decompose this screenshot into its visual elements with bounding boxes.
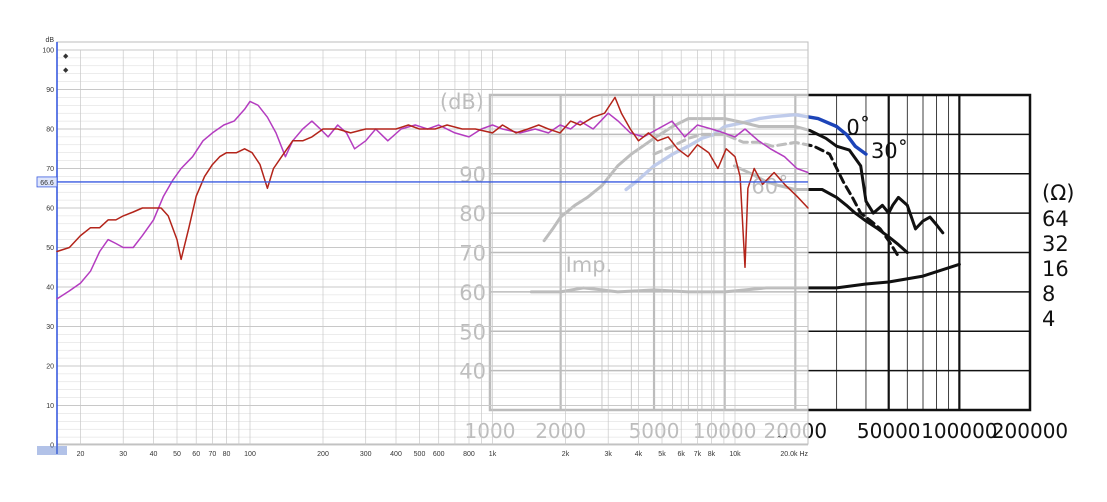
measurement-x-tick-label: 1k (489, 451, 497, 458)
measurement-x-tick-label: 30 (119, 451, 127, 458)
measurement-x-tick-label: 70 (209, 451, 217, 458)
measurement-y-tick-label: 50 (46, 245, 54, 252)
legend-swatch-1-icon: ◆ (63, 53, 69, 60)
level-marker[interactable]: 66.6 (36, 176, 808, 188)
measurement-x-tick-label: 60 (192, 451, 200, 458)
measurement-x-tick-label: 7k (694, 451, 702, 458)
measurement-y-tick-label: 100 (42, 48, 54, 55)
axis-corner-box (37, 446, 67, 455)
measurement-x-tick-label: 200 (317, 451, 329, 458)
measurement-y-tick-label: 90 (46, 87, 54, 94)
measurement-x-tick-label: 4k (635, 451, 643, 458)
measurement-x-tick-label: 5k (658, 451, 666, 458)
measurement-x-tick-label: 500 (414, 451, 426, 458)
measurement-chart-grid (57, 49, 808, 446)
measurement-x-tick-label: 400 (390, 451, 402, 458)
measurement-plot-panel (56, 41, 809, 445)
tweeter-y2-tick-label: 32 (1042, 232, 1069, 256)
measurement-x-tick-label: 300 (360, 451, 372, 458)
tweeter-x-tick-label: 50000 (857, 419, 921, 443)
measurement-x-tick-label: 80 (223, 451, 231, 458)
measurement-series-line (56, 96, 809, 269)
measurement-y-tick-label: 10 (46, 403, 54, 410)
measurement-y-tick-label: 0 (50, 443, 54, 450)
measurement-y-tick-label: 30 (46, 324, 54, 331)
measurement-y-tick-label: 80 (46, 127, 54, 134)
measurement-x-tick-label: 20 (77, 451, 85, 458)
tweeter-curve-annotation: 30˚ (871, 139, 908, 163)
measurement-x-tick-label: 800 (463, 451, 475, 458)
tweeter-y2-tick-label: 64 (1042, 207, 1069, 231)
tweeter-x-tick-label: 200000 (992, 419, 1068, 443)
level-marker-tag (36, 176, 58, 188)
measurement-x-tick-label: 3k (604, 451, 612, 458)
tweeter-y2-unit-label: (Ω) (1042, 181, 1074, 205)
measurement-chart-curves (56, 96, 809, 300)
measurement-x-tick-label: 100 (244, 451, 256, 458)
measurement-x-tick-label: 40 (150, 451, 158, 458)
level-marker-readout: 66.6 (40, 180, 54, 187)
measurement-y-tick-label: 60 (46, 206, 54, 213)
tweeter-y2-tick-label: 16 (1042, 257, 1069, 281)
measurement-x-tick-label: 8k (708, 451, 716, 458)
measurement-y-unit-label: dB (45, 37, 54, 44)
measurement-y-tick-label: 20 (46, 364, 54, 371)
measurement-x-tick-label: 20.0k Hz (780, 451, 808, 458)
tweeter-y2-tick-label: 8 (1042, 282, 1055, 306)
tweeter-y2-tick-label: 4 (1042, 307, 1055, 331)
legend-swatch-2-icon: ◆ (63, 67, 69, 74)
measurement-x-tick-label: 2k (562, 451, 570, 458)
measurement-y-tick-label: 70 (46, 166, 54, 173)
measurement-x-tick-label: 600 (433, 451, 445, 458)
measurement-x-tick-label: 50 (173, 451, 181, 458)
measurement-x-tick-label: 6k (677, 451, 685, 458)
measurement-y-tick-label: 40 (46, 285, 54, 292)
measurement-x-tick-label: 10k (729, 451, 741, 458)
tweeter-curve-annotation: 0˚ (846, 115, 870, 139)
cursor-marker-icon: ⌃⌃ (776, 435, 788, 443)
legend-swatch-group: ◆ ◆ (63, 53, 69, 74)
tweeter-x-tick-label: 100000 (921, 419, 997, 443)
